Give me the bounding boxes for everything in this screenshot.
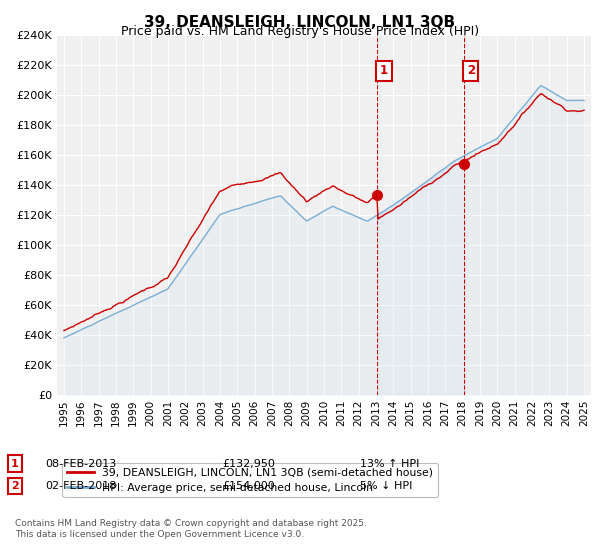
Text: 2: 2 bbox=[11, 481, 19, 491]
Text: £154,000: £154,000 bbox=[222, 481, 275, 491]
Text: 1: 1 bbox=[11, 459, 19, 469]
Text: Contains HM Land Registry data © Crown copyright and database right 2025.
This d: Contains HM Land Registry data © Crown c… bbox=[15, 520, 367, 539]
Text: 1: 1 bbox=[380, 64, 388, 77]
Text: £132,950: £132,950 bbox=[222, 459, 275, 469]
Legend: 39, DEANSLEIGH, LINCOLN, LN1 3QB (semi-detached house), HPI: Average price, semi: 39, DEANSLEIGH, LINCOLN, LN1 3QB (semi-d… bbox=[62, 463, 438, 497]
Text: Price paid vs. HM Land Registry's House Price Index (HPI): Price paid vs. HM Land Registry's House … bbox=[121, 25, 479, 38]
Text: 2: 2 bbox=[467, 64, 475, 77]
Text: 5% ↓ HPI: 5% ↓ HPI bbox=[360, 481, 412, 491]
Text: 02-FEB-2018: 02-FEB-2018 bbox=[45, 481, 116, 491]
Text: 13% ↑ HPI: 13% ↑ HPI bbox=[360, 459, 419, 469]
Text: 39, DEANSLEIGH, LINCOLN, LN1 3QB: 39, DEANSLEIGH, LINCOLN, LN1 3QB bbox=[145, 15, 455, 30]
Text: 08-FEB-2013: 08-FEB-2013 bbox=[45, 459, 116, 469]
